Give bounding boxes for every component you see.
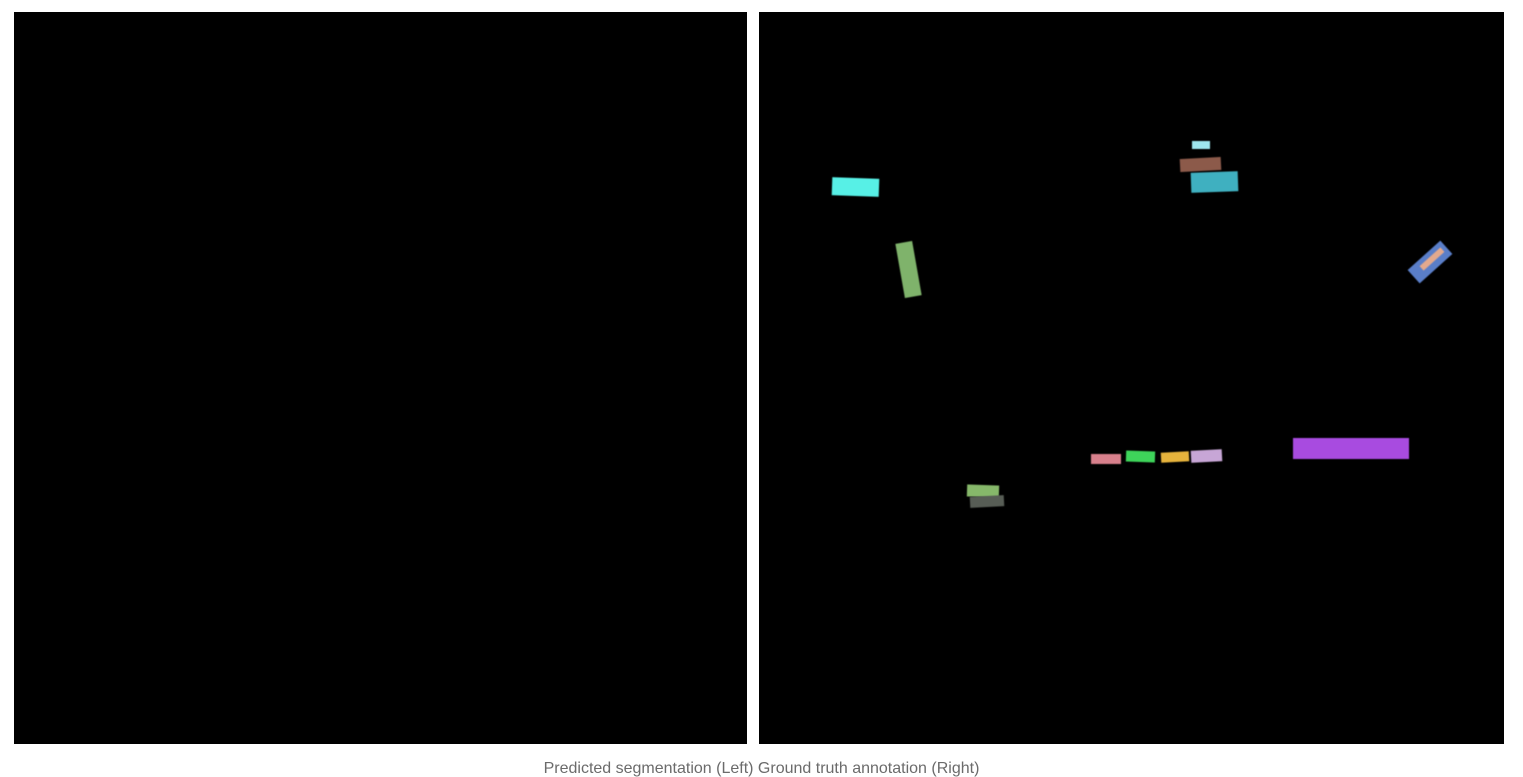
mask-teal — [1190, 171, 1239, 193]
mask-sage-green — [895, 240, 922, 299]
mask-lavender — [1190, 449, 1223, 463]
mask-yellow — [1160, 451, 1190, 463]
ground-truth-annotation-image — [759, 12, 1504, 744]
figure-caption: Predicted segmentation (Left) Ground tru… — [543, 760, 980, 777]
mask-brown — [1179, 156, 1222, 173]
mask-rose — [1091, 454, 1121, 464]
mask-green — [1125, 450, 1156, 463]
mask-cyan — [831, 177, 880, 197]
mask-light-cyan — [1192, 141, 1210, 149]
predicted-segmentation-image — [14, 12, 747, 744]
mask-dark-gray — [969, 495, 1005, 508]
mask-purple — [1293, 438, 1409, 459]
